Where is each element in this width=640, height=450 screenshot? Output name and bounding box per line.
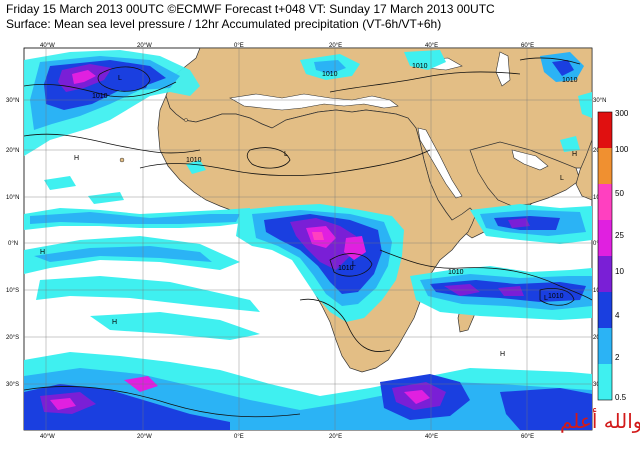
legend-label: 100 bbox=[615, 145, 629, 154]
lat-label-left: 0°N bbox=[8, 241, 18, 247]
arabic-watermark: توقعات الأمطار من الاوربي - والله أعلم bbox=[560, 408, 640, 434]
legend-label: 10 bbox=[615, 267, 624, 276]
lon-label-top: 0°E bbox=[234, 43, 244, 49]
isobar-label: 1010 bbox=[412, 63, 428, 70]
low-pressure-marker: L bbox=[352, 261, 356, 268]
lon-label-bottom: 40°E bbox=[425, 434, 438, 440]
high-pressure-marker: H bbox=[572, 151, 577, 158]
legend-label: 4 bbox=[615, 311, 620, 320]
legend-swatch-100-300 bbox=[598, 112, 612, 148]
lon-label-top: 20°W bbox=[137, 43, 152, 49]
chart-title-line2: Surface: Mean sea level pressure / 12hr … bbox=[6, 17, 442, 31]
high-pressure-marker: H bbox=[112, 319, 117, 326]
lat-label-left: 10°S bbox=[6, 288, 19, 294]
isobar-label: 1010 bbox=[562, 77, 578, 84]
isobar-label: 1010 bbox=[338, 265, 354, 272]
isobar-label: 1010 bbox=[92, 93, 108, 100]
legend-swatch-50-100 bbox=[598, 148, 612, 184]
legend-swatch-4-10 bbox=[598, 256, 612, 292]
graticule bbox=[24, 48, 592, 430]
lon-label-bottom: 20°W bbox=[137, 434, 152, 440]
isobar-label: 1010 bbox=[548, 293, 564, 300]
low-pressure-marker: L bbox=[284, 151, 288, 158]
lon-label-top: 60°E bbox=[521, 43, 534, 49]
legend-swatch-10-25 bbox=[598, 220, 612, 256]
lon-label-top: 40°W bbox=[40, 43, 55, 49]
lat-label-left: 20°N bbox=[6, 148, 19, 154]
isobar-label: 1010 bbox=[186, 157, 202, 164]
lat-label-left: 10°N bbox=[6, 195, 19, 201]
lat-label-right: 30°N bbox=[593, 98, 606, 104]
legend-label: 25 bbox=[615, 231, 624, 240]
lon-label-top: 20°E bbox=[329, 43, 342, 49]
land-arabia bbox=[469, 141, 581, 207]
legend-swatch-25-50 bbox=[598, 184, 612, 220]
lon-label-bottom: 60°E bbox=[521, 434, 534, 440]
legend-label: 300 bbox=[615, 109, 629, 118]
low-pressure-marker: L bbox=[560, 175, 564, 182]
legend-swatch-lowest bbox=[598, 364, 612, 400]
isobar-labels: 1010 1010 1010 1010 1010 1010 1010 1010 bbox=[92, 63, 578, 300]
lon-label-bottom: 40°W bbox=[40, 434, 55, 440]
pressure-centres: H H H H H L L L L L bbox=[40, 75, 577, 358]
chart-title-line1: Friday 15 March 2013 00UTC ©ECMWF Foreca… bbox=[6, 2, 495, 16]
high-pressure-marker: H bbox=[74, 155, 79, 162]
precipitation-layer bbox=[24, 50, 592, 430]
lat-label-left: 30°S bbox=[6, 382, 19, 388]
lon-label-bottom: 20°E bbox=[329, 434, 342, 440]
legend-label: 50 bbox=[615, 189, 624, 198]
precip-legend: 300 100 50 25 10 4 2 0.5 bbox=[597, 109, 629, 402]
legend-swatch-0.5-2 bbox=[598, 328, 612, 364]
sea-persian-gulf bbox=[511, 149, 549, 171]
high-pressure-marker: H bbox=[40, 249, 45, 256]
isobar-label: 1010 bbox=[322, 71, 338, 78]
legend-label: 0.5 bbox=[615, 393, 627, 402]
lat-label-left: 30°N bbox=[6, 98, 19, 104]
sea-mediterranean bbox=[229, 93, 399, 111]
legend-label: 2 bbox=[615, 353, 620, 362]
lon-label-top: 40°E bbox=[425, 43, 438, 49]
legend-swatch-2-4 bbox=[598, 292, 612, 328]
land-india bbox=[575, 139, 592, 201]
high-pressure-marker: H bbox=[500, 351, 505, 358]
lon-label-bottom: 0°E bbox=[234, 434, 244, 440]
lat-label-left: 20°S bbox=[6, 335, 19, 341]
isobars bbox=[24, 57, 592, 418]
low-pressure-marker: L bbox=[544, 295, 548, 302]
low-pressure-marker: L bbox=[118, 75, 122, 82]
isobar-label: 1010 bbox=[448, 269, 464, 276]
